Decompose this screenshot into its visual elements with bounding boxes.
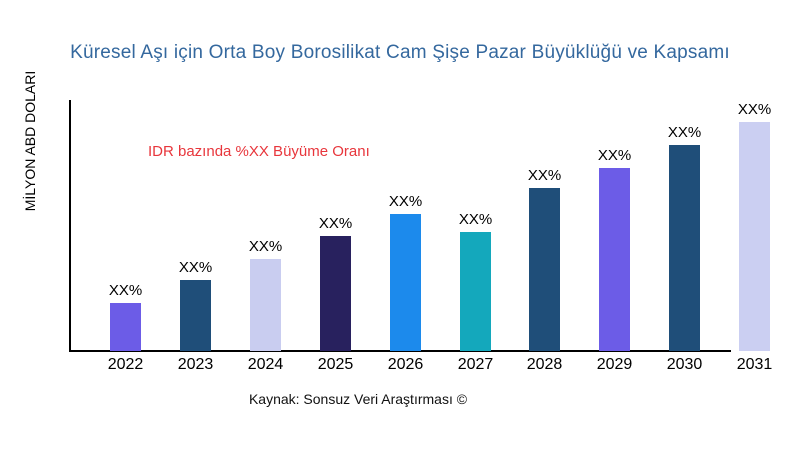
chart-title: Küresel Aşı için Orta Boy Borosilikat Ca… xyxy=(70,42,730,63)
x-axis-line xyxy=(69,350,731,352)
bar-2026 xyxy=(390,214,421,351)
bar-2027 xyxy=(460,232,491,351)
bar-2030 xyxy=(669,145,700,351)
bar-value-label-2031: XX% xyxy=(737,101,772,118)
x-tick-label-2025: 2025 xyxy=(317,356,354,373)
source-caption: Kaynak: Sonsuz Veri Araştırması © xyxy=(248,391,468,407)
bar-value-label-2026: XX% xyxy=(388,193,423,210)
bar-value-label-2029: XX% xyxy=(597,147,632,164)
x-tick-label-2027: 2027 xyxy=(457,356,494,373)
bar-value-label-2024: XX% xyxy=(248,238,283,255)
bar-value-label-2022: XX% xyxy=(108,282,143,299)
bar-value-label-2027: XX% xyxy=(458,211,493,228)
bar-value-label-2028: XX% xyxy=(527,167,562,184)
bar-2029 xyxy=(599,168,630,351)
x-tick-label-2026: 2026 xyxy=(387,356,424,373)
growth-annotation: IDR bazında %XX Büyüme Oranı xyxy=(148,143,370,160)
bar-value-label-2030: XX% xyxy=(667,124,702,141)
y-axis-label: MİLYON ABD DOLARI xyxy=(22,70,38,212)
bar-value-label-2023: XX% xyxy=(178,259,213,276)
bar-2023 xyxy=(180,280,211,351)
x-tick-label-2029: 2029 xyxy=(596,356,633,373)
x-tick-label-2028: 2028 xyxy=(526,356,563,373)
bar-value-label-2025: XX% xyxy=(318,215,353,232)
x-tick-label-2030: 2030 xyxy=(666,356,703,373)
bar-2022 xyxy=(110,303,141,351)
bar-2024 xyxy=(250,259,281,351)
x-tick-label-2023: 2023 xyxy=(177,356,214,373)
y-axis-line xyxy=(69,100,71,352)
bar-2025 xyxy=(320,236,351,351)
bar-2028 xyxy=(529,188,560,351)
x-tick-label-2031: 2031 xyxy=(736,356,773,373)
bar-2031 xyxy=(739,122,770,351)
x-tick-label-2024: 2024 xyxy=(247,356,284,373)
x-tick-label-2022: 2022 xyxy=(107,356,144,373)
